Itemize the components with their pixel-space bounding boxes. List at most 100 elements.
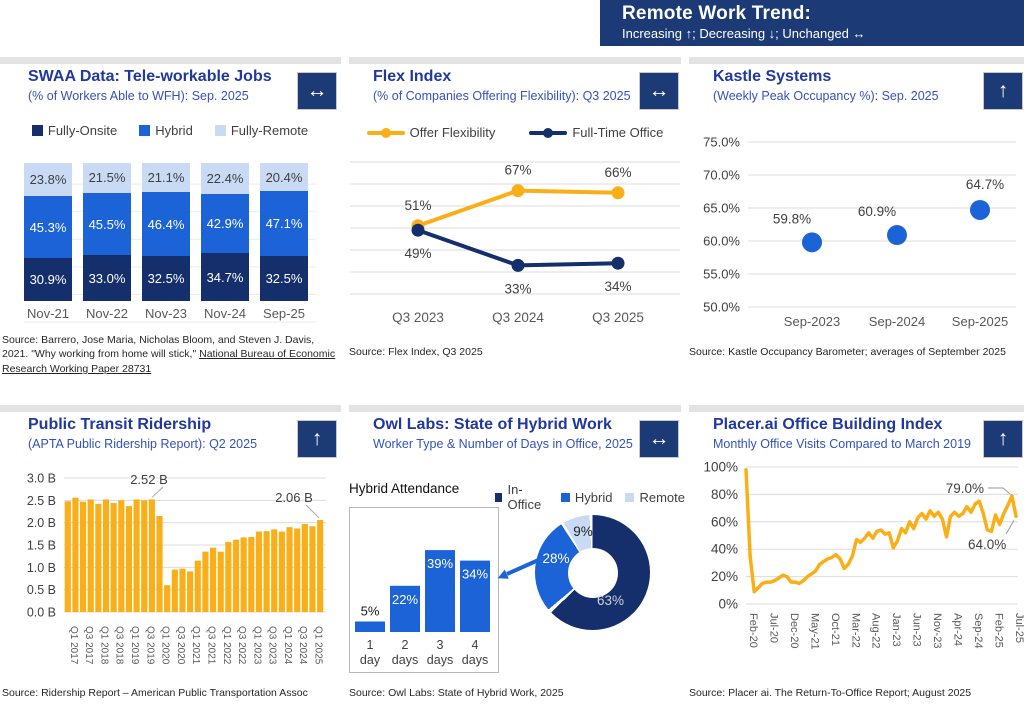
- chart-label: 51%: [404, 198, 431, 213]
- legend-item: In-Office: [495, 482, 548, 512]
- x-axis-label: Sep-2024: [869, 314, 925, 329]
- bar: [95, 503, 102, 612]
- source-link[interactable]: National Bureau of Economic Research Wor…: [2, 348, 336, 375]
- chart-label: 33%: [504, 281, 531, 296]
- placer-line-chart: 100% 80% 60% 40% 20% 0% Feb-20 Jul-20 Dec-20 May-…: [688, 455, 1024, 690]
- panel-divider: [0, 57, 341, 64]
- bar: [263, 531, 270, 612]
- x-axis-label: 1: [367, 638, 374, 652]
- line-series: [744, 467, 1018, 594]
- legend-item: Full-Time Office: [529, 125, 663, 140]
- x-axis-label: Q3 2020: [175, 626, 186, 665]
- x-axis-label: Q3 2025: [592, 310, 644, 325]
- y-axis-label: 3.0 B: [27, 472, 56, 486]
- bar: [148, 499, 155, 612]
- y-axis-label: 0.0 B: [27, 606, 56, 620]
- bar: [286, 527, 293, 612]
- chart-label: 39%: [427, 556, 453, 571]
- source-note: Source: Flex Index, Q3 2025: [349, 346, 483, 358]
- trend-unchanged-badge: ↔: [639, 72, 679, 110]
- bar-segment-fully-onsite: 32.5%: [142, 256, 190, 301]
- in-office-swatch: [495, 492, 503, 502]
- owl-legend: In-Office Hybrid Remote: [495, 482, 685, 512]
- x-axis-label: Aug-22: [870, 613, 882, 648]
- x-axis-label: Nov-21: [27, 306, 69, 321]
- y-axis-label: 40%: [711, 542, 738, 557]
- x-axis-label: Nov-23: [145, 306, 187, 321]
- bar: [217, 551, 224, 612]
- legend-label: Offer Flexibility: [409, 125, 496, 140]
- legend-label: In-Office: [507, 482, 542, 512]
- trend-unchanged-badge: ↔: [639, 420, 679, 458]
- bar-segment-hybrid: 45.3%: [24, 195, 72, 259]
- bar: [425, 550, 455, 632]
- remote-swatch: [625, 492, 635, 502]
- donut-hole: [567, 547, 618, 598]
- panel-subtitle: Monthly Office Visits Compared to March …: [713, 437, 971, 451]
- x-axis-label: Feb-25: [992, 613, 1004, 648]
- panel-subtitle: (Weekly Peak Occupancy %): Sep. 2025: [713, 89, 939, 103]
- x-axis-label: days: [427, 653, 453, 667]
- chart-label: 59.8%: [773, 211, 811, 226]
- bar: [232, 539, 240, 612]
- bar: [64, 501, 71, 612]
- y-axis-label: 65.0%: [703, 201, 740, 216]
- bar-segment-fully-remote: 23.8%: [24, 163, 72, 196]
- panel-title: Kastle Systems: [713, 68, 832, 85]
- x-axis-label: Jul-25: [1013, 613, 1024, 643]
- bar-segment-hybrid: 47.1%: [260, 191, 308, 257]
- bar: [194, 560, 201, 612]
- bar: [110, 503, 117, 612]
- bar-stack: 21.1% 46.4% 32.5%: [142, 163, 190, 301]
- bar-segment-fully-remote: 21.1%: [142, 163, 190, 193]
- bar: [355, 621, 385, 632]
- hybrid-swatch: [560, 492, 570, 502]
- x-axis-label: Sep-2023: [784, 314, 840, 329]
- donut-slice-label-in-office: 63%: [597, 593, 625, 608]
- bar: [301, 524, 308, 612]
- data-point: [611, 256, 625, 270]
- x-axis-label: days: [462, 653, 488, 667]
- bar: [87, 499, 94, 612]
- header-title: Remote Work Trend:: [622, 3, 812, 24]
- data-point: [611, 186, 625, 200]
- up-arrow-icon: ↑: [997, 79, 1009, 102]
- full-time-office-swatch: [529, 127, 568, 138]
- x-axis-label: Q1 2018: [98, 626, 109, 665]
- bar-segment-fully-onsite: 32.5%: [260, 256, 308, 301]
- x-axis-label: Mar-22: [849, 613, 861, 648]
- chart-label: 49%: [404, 246, 431, 261]
- y-axis-label: 2.0 B: [27, 516, 56, 530]
- panel-swaa: SWAA Data: Tele-workable Jobs (% of Work…: [0, 57, 345, 403]
- bar-segment-hybrid: 45.5%: [83, 192, 131, 256]
- panel-divider: [689, 57, 1024, 64]
- chart-label: 22%: [392, 592, 418, 607]
- chart-label: 67%: [504, 163, 531, 178]
- left-right-arrow-icon: ↔: [306, 79, 328, 102]
- bar: [271, 529, 278, 612]
- x-axis-label: Jan-23: [890, 613, 902, 647]
- y-axis-label: 20%: [711, 569, 738, 584]
- bar-segment-fully-onsite: 33.0%: [83, 255, 131, 301]
- legend-label: Remote: [639, 489, 685, 505]
- x-axis-label: Q3 2023: [392, 310, 444, 325]
- legend-item: Hybrid: [560, 490, 612, 505]
- panel-title: Public Transit Ridership: [28, 416, 212, 433]
- header-trend-legend: Increasing ↑; Decreasing ↓; Unchanged ↔: [622, 26, 866, 41]
- panel-kastle: Kastle Systems (Weekly Peak Occupancy %)…: [685, 57, 1024, 403]
- y-axis-label: 60.0%: [703, 234, 740, 249]
- y-axis-label: 55.0%: [703, 267, 740, 282]
- x-axis-label: Q1 2020: [160, 626, 171, 665]
- x-axis-label: day: [360, 653, 381, 667]
- bar-stack: 22.4% 42.9% 34.7%: [201, 163, 249, 301]
- bar: [248, 536, 255, 612]
- x-axis-label: Q1 2022: [221, 626, 232, 665]
- bar: [179, 568, 186, 612]
- x-axis-label: Sep-24: [972, 613, 984, 648]
- x-axis-label: Q3 2021: [205, 626, 216, 665]
- x-axis-label: Sep-2025: [952, 314, 1008, 329]
- x-axis-label: Sep-25: [263, 306, 305, 321]
- x-axis-label: Jun-23: [911, 613, 923, 647]
- trend-increasing-badge: ↑: [983, 72, 1023, 110]
